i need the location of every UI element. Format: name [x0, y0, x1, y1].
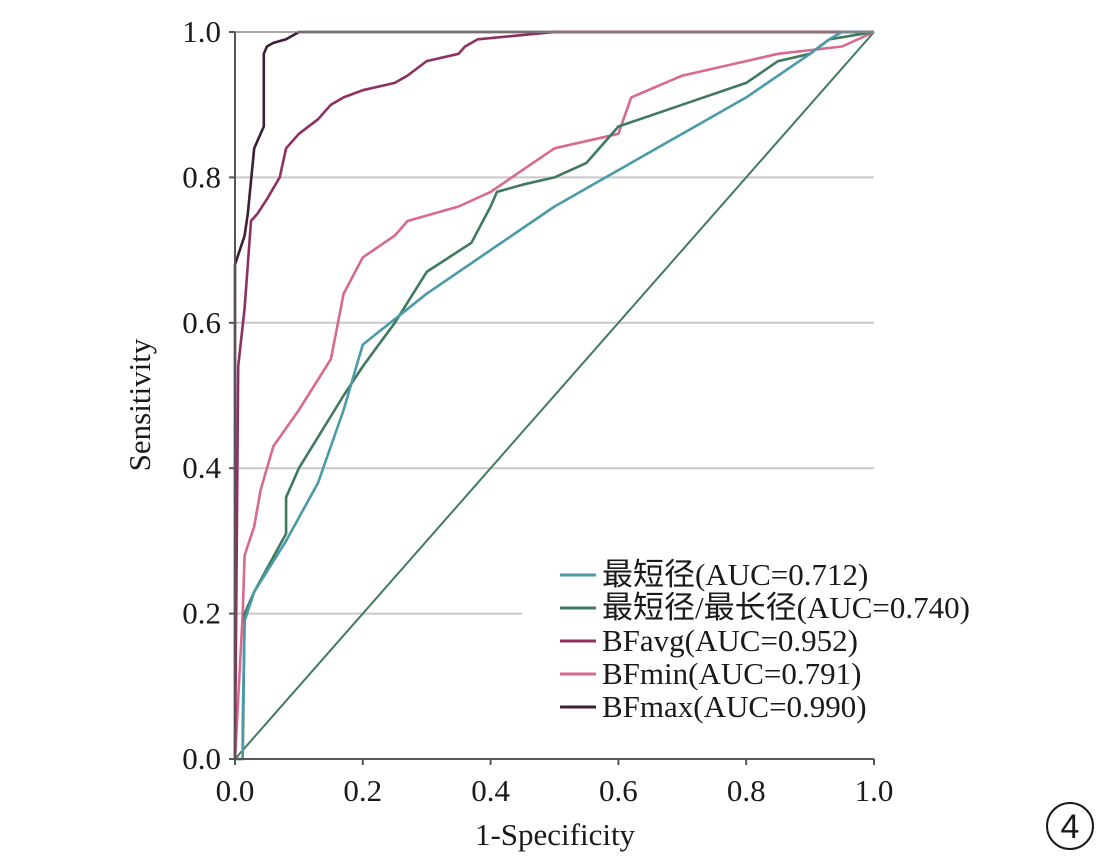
- series-line: [233, 30, 874, 759]
- series-line: [233, 30, 875, 760]
- x-tick-label: 0.2: [343, 773, 382, 808]
- roc-curves: [233, 30, 875, 761]
- y-tick-label: 0.8: [182, 159, 221, 194]
- x-tick-label: 0.0: [216, 773, 255, 808]
- y-tick-label: 0.6: [182, 305, 221, 340]
- series-line: [233, 30, 874, 760]
- panel-label-group: 4: [1046, 802, 1094, 850]
- legend-label: BFavg(AUC=0.952): [602, 623, 858, 658]
- panel-label: 4: [1061, 808, 1080, 846]
- reference-diagonal-line: [234, 31, 875, 760]
- x-tick-label: 0.4: [471, 773, 510, 808]
- x-axis-title: 1-Specificity: [475, 817, 636, 852]
- y-axis-title: Sensitivity: [122, 338, 157, 471]
- y-tick-label: 0.4: [182, 450, 221, 485]
- series-line: [235, 30, 874, 761]
- x-tick-label: 0.8: [727, 773, 766, 808]
- legend-label: BFmax(AUC=0.990): [602, 689, 867, 724]
- y-tick-label: 0.2: [182, 596, 221, 631]
- x-tick-labels: 0.0 0.2 0.4 0.6 0.8 1.0: [216, 773, 894, 808]
- y-tick-labels: 0.0 0.2 0.4 0.6 0.8 1.0: [182, 14, 221, 776]
- series-line: [235, 30, 875, 761]
- axes: [229, 31, 875, 765]
- legend-label: BFmin(AUC=0.791): [602, 656, 861, 691]
- x-tick-label: 0.6: [599, 773, 638, 808]
- legend-label: 最短径/最长径(AUC=0.740): [602, 590, 970, 625]
- legend-label: 最短径(AUC=0.712): [602, 557, 868, 592]
- panel-label-circle: [1046, 802, 1094, 850]
- y-tick-label: 1.0: [182, 14, 221, 49]
- y-tick-label: 0.0: [182, 741, 221, 776]
- x-tick-label: 1.0: [855, 773, 894, 808]
- legend: 最短径(AUC=0.712)最短径/最长径(AUC=0.740)BFavg(AU…: [560, 557, 970, 724]
